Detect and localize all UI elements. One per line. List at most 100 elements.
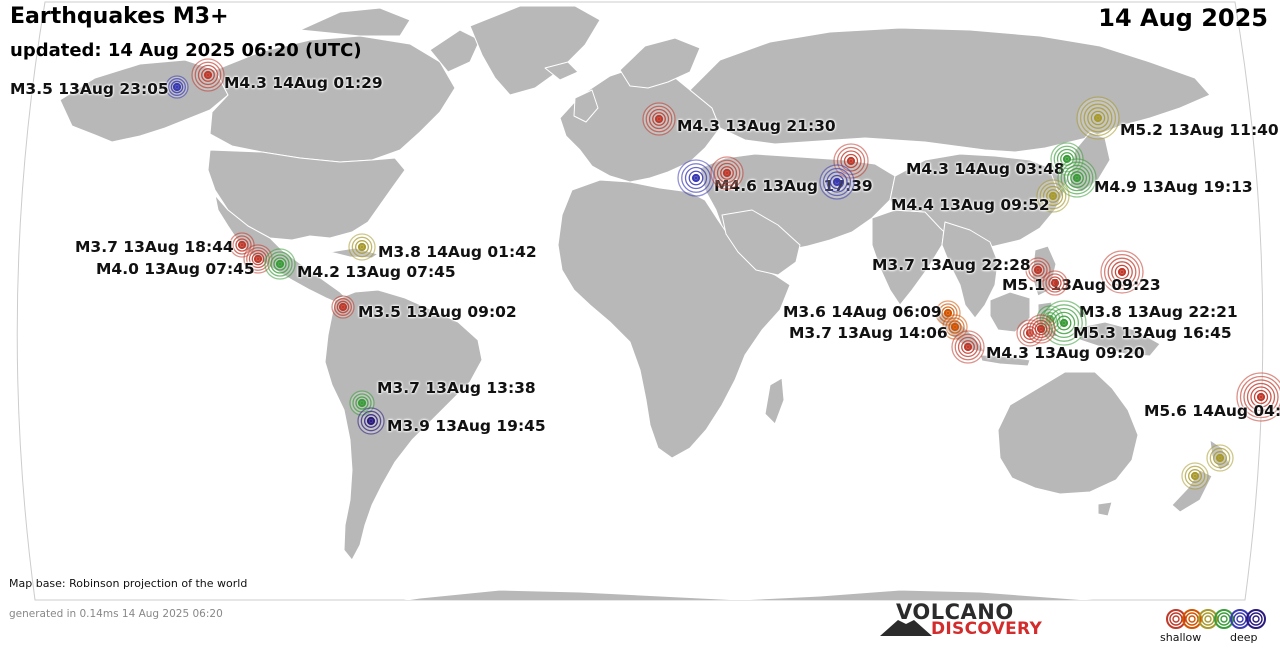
quake-ring xyxy=(826,171,848,193)
quake-label: M4.3 13Aug 09:20 xyxy=(986,344,1145,362)
depth-legend: shallow deep xyxy=(1160,606,1270,648)
quake-ring xyxy=(1033,265,1043,275)
quake-label: M5.3 13Aug 16:45 xyxy=(1073,324,1232,342)
quake-label: M3.8 14Aug 01:42 xyxy=(378,243,537,261)
quake-ring xyxy=(1045,273,1065,293)
land-iceland xyxy=(544,61,579,81)
quake-ring xyxy=(351,236,373,258)
page-title: Earthquakes M3+ xyxy=(10,4,229,29)
quake-ring xyxy=(1111,261,1133,283)
land-arctic-islands xyxy=(299,7,411,37)
quake-ring xyxy=(846,156,856,166)
quake-ring xyxy=(1239,375,1280,419)
quake-ring xyxy=(1188,469,1202,483)
quake-ring xyxy=(201,68,215,82)
quake-rings-icon xyxy=(1025,257,1051,283)
quake-ring xyxy=(648,108,670,130)
quake-ring xyxy=(1090,110,1106,126)
quake-rings-icon xyxy=(1206,444,1234,472)
quake-ring xyxy=(943,308,953,318)
quake-rings-icon xyxy=(1057,158,1097,198)
quake-ring xyxy=(716,162,738,184)
land-antarctica xyxy=(249,589,1251,600)
quake-ring xyxy=(722,168,732,178)
quake-ring xyxy=(1246,382,1276,412)
volcano-mountain-icon xyxy=(880,620,932,636)
quake-ring xyxy=(1253,389,1269,405)
quake-label: M4.2 13Aug 07:45 xyxy=(297,263,456,281)
quake-epicenter xyxy=(1075,176,1079,180)
quake-epicenter xyxy=(694,176,698,180)
legend-ring xyxy=(1198,609,1218,629)
land-baffin xyxy=(429,29,481,73)
quake-epicenter xyxy=(657,117,661,121)
quake-ring xyxy=(197,64,219,86)
quake-ring xyxy=(1046,189,1060,203)
quake-ring xyxy=(720,166,734,180)
quake-label: M3.7 13Aug 14:06 xyxy=(789,324,948,342)
quake-label: M4.9 13Aug 19:13 xyxy=(1094,178,1253,196)
volcano-discovery-logo[interactable]: VOLCANO DISCOVERY xyxy=(880,600,1042,640)
land-arabia xyxy=(721,209,801,276)
quake-ring xyxy=(840,150,862,172)
quake-ring xyxy=(832,177,842,187)
quake-ring xyxy=(253,254,263,264)
quake-epicenter xyxy=(206,73,210,77)
quake-rings-icon xyxy=(1036,179,1070,213)
quake-rings-icon xyxy=(165,75,189,99)
quake-label: M4.0 13Aug 07:45 xyxy=(96,260,255,278)
quake-epicenter xyxy=(256,257,260,261)
quake-rings-icon xyxy=(935,300,961,326)
quake-label: M5.6 14Aug 04:3 xyxy=(1144,402,1280,420)
quake-ring xyxy=(232,235,252,255)
land-se-asia xyxy=(941,221,999,319)
quake-rings-icon xyxy=(1181,462,1209,490)
land-russia xyxy=(689,27,1211,153)
quake-ring xyxy=(1060,161,1094,195)
quake-epicenter xyxy=(341,305,345,309)
quake-ring xyxy=(1031,263,1045,277)
quake-rings-icon xyxy=(331,295,355,319)
quake-epicenter xyxy=(953,325,957,329)
quake-label: M3.5 13Aug 23:05 xyxy=(10,80,169,98)
quake-ring xyxy=(357,242,367,252)
quake-ring xyxy=(1256,392,1266,402)
legend-ring xyxy=(1188,615,1196,623)
quake-ring xyxy=(1059,318,1069,328)
quake-label: M5.2 13Aug 11:40 xyxy=(1120,121,1279,139)
quake-epicenter xyxy=(1218,456,1222,460)
quake-ring xyxy=(1066,167,1088,189)
quake-epicenter xyxy=(1120,270,1124,274)
quake-epicenter xyxy=(966,345,970,349)
quake-ring xyxy=(237,240,247,250)
quake-epicenter xyxy=(725,171,729,175)
quake-rings-icon xyxy=(710,156,744,190)
legend-ring xyxy=(1169,612,1183,626)
land-new-zealand-south xyxy=(1171,469,1213,513)
quake-ring xyxy=(251,252,265,266)
quake-rings-icon xyxy=(1236,372,1280,422)
quake-ring xyxy=(681,163,711,193)
quake-ring xyxy=(1034,322,1048,336)
quake-ring xyxy=(1103,253,1141,291)
quake-ring xyxy=(1039,182,1067,210)
quake-rings-icon xyxy=(642,102,676,136)
legend-ring xyxy=(1172,615,1180,623)
land-tasmania xyxy=(1097,501,1113,517)
legend-ring xyxy=(1217,612,1231,626)
quake-epicenter xyxy=(175,85,179,89)
quake-ring xyxy=(652,112,666,126)
legend-shallow-label: shallow xyxy=(1160,631,1202,644)
quake-label: M3.6 14Aug 06:09 xyxy=(783,303,942,321)
quake-ring xyxy=(1243,379,1279,415)
land-south-america xyxy=(324,289,483,561)
quake-ring xyxy=(1063,164,1091,192)
quake-rings-icon xyxy=(1042,270,1068,296)
quake-ring xyxy=(1213,451,1227,465)
legend-ring xyxy=(1182,609,1202,629)
map-date: 14 Aug 2025 xyxy=(1098,4,1268,32)
legend-depth-swatch xyxy=(1246,609,1266,629)
quake-ring xyxy=(1184,465,1206,487)
legend-ring xyxy=(1166,609,1186,629)
quake-ring xyxy=(360,410,382,432)
